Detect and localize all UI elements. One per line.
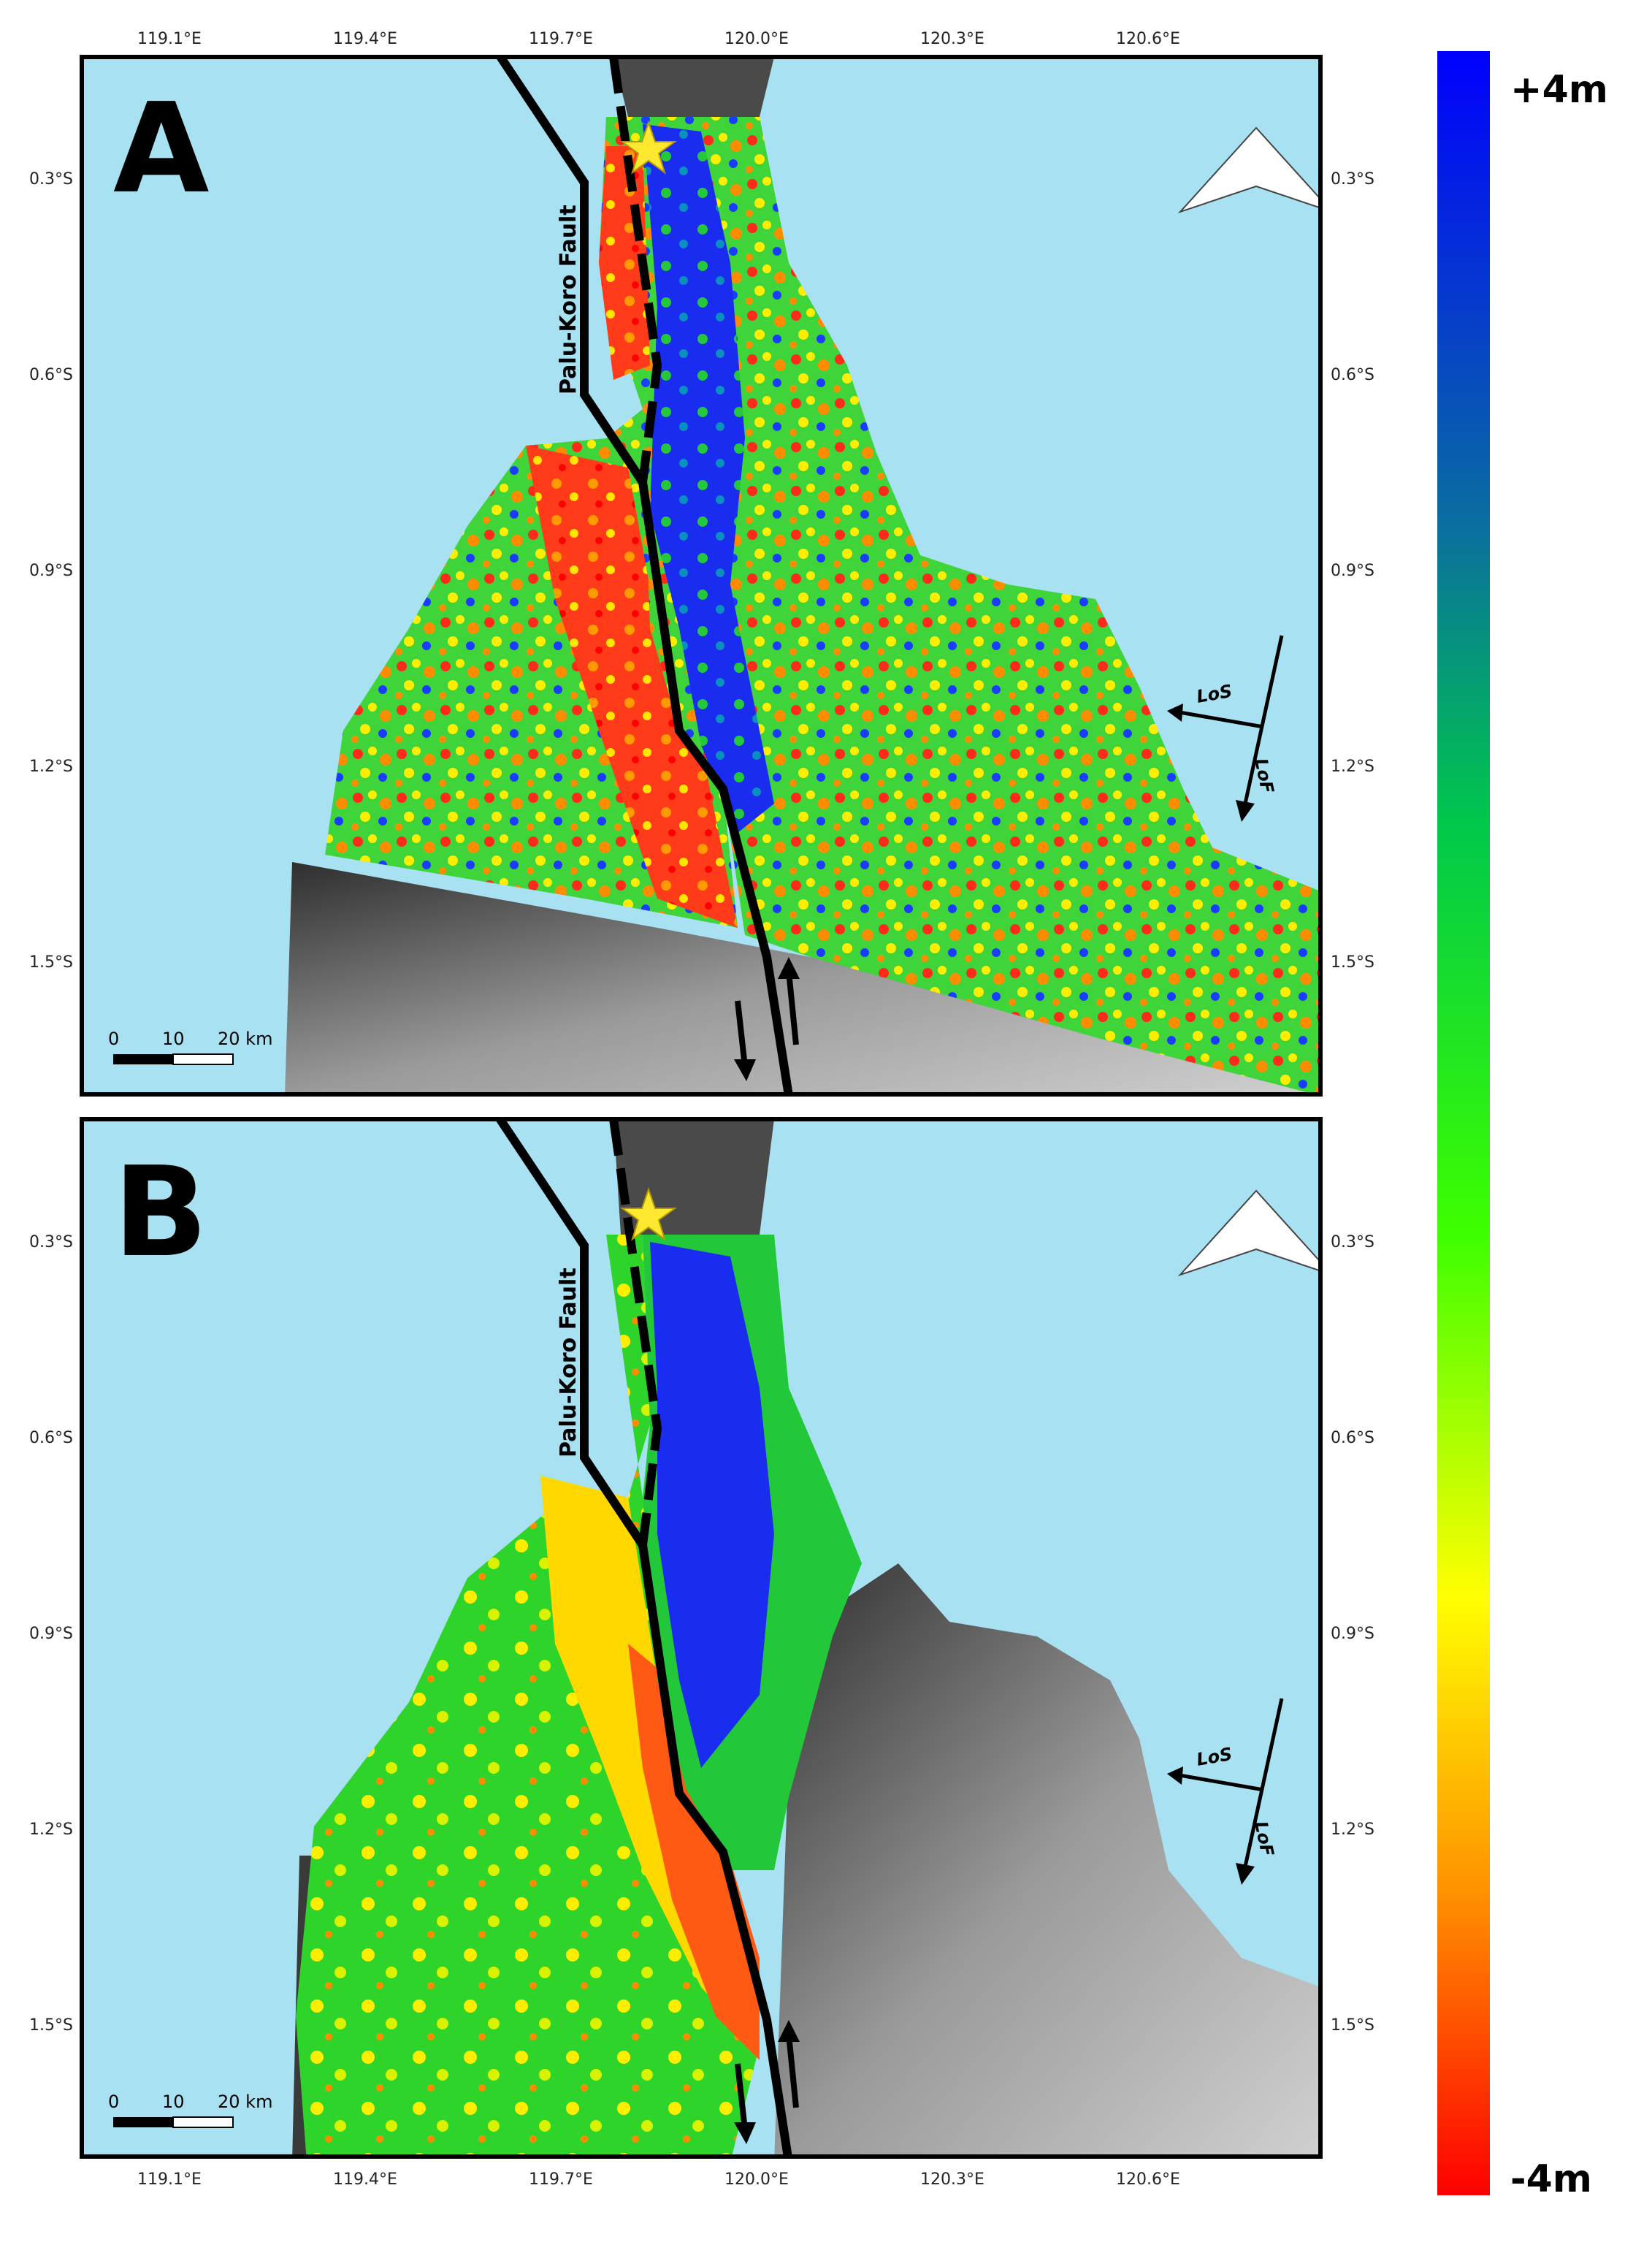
- panel-b: LoS LoF 0 10 20 km Palu-Koro Fault B: [80, 1117, 1323, 2159]
- deformation-west: [296, 1235, 760, 2157]
- deformation-east-positive: [650, 1242, 774, 1768]
- scale-label-10: 10: [162, 1029, 185, 1049]
- lat-tick: 1.5°S: [29, 2016, 73, 2035]
- colorbar-gradient: [1437, 51, 1490, 2195]
- scale-bar: 0 10 20 km: [108, 1029, 272, 1065]
- lat-tick: 0.6°S: [1331, 1429, 1374, 1447]
- colorbar: +4m -4m: [1437, 51, 1608, 2201]
- lat-tick: 0.6°S: [29, 1429, 73, 1447]
- lat-tick: 0.6°S: [1331, 366, 1374, 384]
- lat-tick: 1.2°S: [29, 1821, 73, 1839]
- epicenter-star: [619, 120, 678, 175]
- epicenter-star: [619, 1186, 678, 1241]
- panel-frame: [80, 1117, 1323, 2159]
- lat-tick: 0.9°S: [29, 562, 73, 580]
- land-south: [285, 862, 1317, 1094]
- lon-tick: 119.7°E: [529, 2170, 593, 2189]
- lat-tick: 0.3°S: [1331, 170, 1374, 188]
- fault-label: Palu-Koro Fault: [556, 1267, 581, 1457]
- lat-tick: 1.2°S: [1331, 1821, 1374, 1839]
- lat-tick: 1.2°S: [29, 758, 73, 776]
- lon-tick: 120.6°E: [1116, 30, 1180, 48]
- palu-koro-fault-line: [495, 57, 793, 1094]
- lat-tick: 1.5°S: [29, 953, 73, 972]
- lon-tick: 120.0°E: [724, 2170, 789, 2189]
- fault-branch-dashed: [609, 57, 662, 483]
- scale-label-10: 10: [162, 2092, 185, 2112]
- panel-letter: B: [113, 1140, 208, 1285]
- panel-letter: A: [113, 77, 210, 221]
- lon-tick: 119.4°E: [333, 30, 397, 48]
- north-arrow-icon: [1177, 1189, 1320, 1277]
- lat-tick: 0.3°S: [29, 170, 73, 188]
- fault-branch-dashed: [609, 1119, 662, 1546]
- scale-bar: 0 10 20 km: [108, 2092, 272, 2128]
- scale-label-20: 20 km: [218, 1029, 272, 1049]
- north-arrow-icon: [1177, 126, 1320, 214]
- colorbar-min-label: -4m: [1510, 2157, 1592, 2201]
- lon-tick: 119.7°E: [529, 30, 593, 48]
- slip-arrows: [734, 957, 800, 1081]
- lon-tick: 120.3°E: [920, 2170, 984, 2189]
- lat-tick: 0.9°S: [1331, 1625, 1374, 1643]
- fault-label: Palu-Koro Fault: [556, 205, 581, 394]
- panel-frame: [80, 55, 1323, 1097]
- lon-tick: 119.1°E: [137, 2170, 202, 2189]
- deformation-east: [643, 117, 1320, 1094]
- land-east: [774, 1563, 1320, 2157]
- deformation-west-negative: [628, 1644, 760, 2060]
- panel-a: LoS LoF 0 10 20 km Palu-Koro Fault A: [80, 55, 1323, 1097]
- deformation-east-positive: [643, 124, 774, 833]
- lat-tick: 0.9°S: [1331, 562, 1374, 580]
- lat-tick: 0.3°S: [1331, 1233, 1374, 1251]
- lon-tick: 120.6°E: [1116, 2170, 1180, 2189]
- lat-tick: 0.6°S: [29, 366, 73, 384]
- scale-label-20: 20 km: [218, 2092, 272, 2112]
- colorbar-max-label: +4m: [1510, 68, 1608, 112]
- scale-label-0: 0: [108, 2092, 119, 2112]
- lon-tick: 120.0°E: [724, 30, 789, 48]
- longitude-ticks-top: 119.1°E 119.4°E 119.7°E 120.0°E 120.3°E …: [137, 30, 1180, 48]
- scale-label-0: 0: [108, 1029, 119, 1049]
- latitude-ticks-b: 0.3°S 0.6°S 0.9°S 1.2°S 1.5°S 0.3°S 0.6°…: [29, 1233, 1374, 2035]
- lat-tick: 1.2°S: [1331, 758, 1374, 776]
- lat-tick: 0.3°S: [29, 1233, 73, 1251]
- lon-tick: 120.3°E: [920, 30, 984, 48]
- land-north: [613, 57, 774, 117]
- latitude-ticks-a: 0.3°S 0.6°S 0.9°S 1.2°S 1.5°S 0.3°S 0.6°…: [29, 170, 1374, 972]
- lon-tick: 119.4°E: [333, 2170, 397, 2189]
- palu-koro-fault-line: [494, 1119, 792, 2157]
- longitude-ticks-bottom: 119.1°E 119.4°E 119.7°E 120.0°E 120.3°E …: [137, 2170, 1180, 2189]
- lat-tick: 0.9°S: [29, 1625, 73, 1643]
- lat-tick: 1.5°S: [1331, 2016, 1374, 2035]
- lat-tick: 1.5°S: [1331, 953, 1374, 972]
- slip-arrows: [734, 2020, 800, 2144]
- lon-tick: 119.1°E: [137, 30, 202, 48]
